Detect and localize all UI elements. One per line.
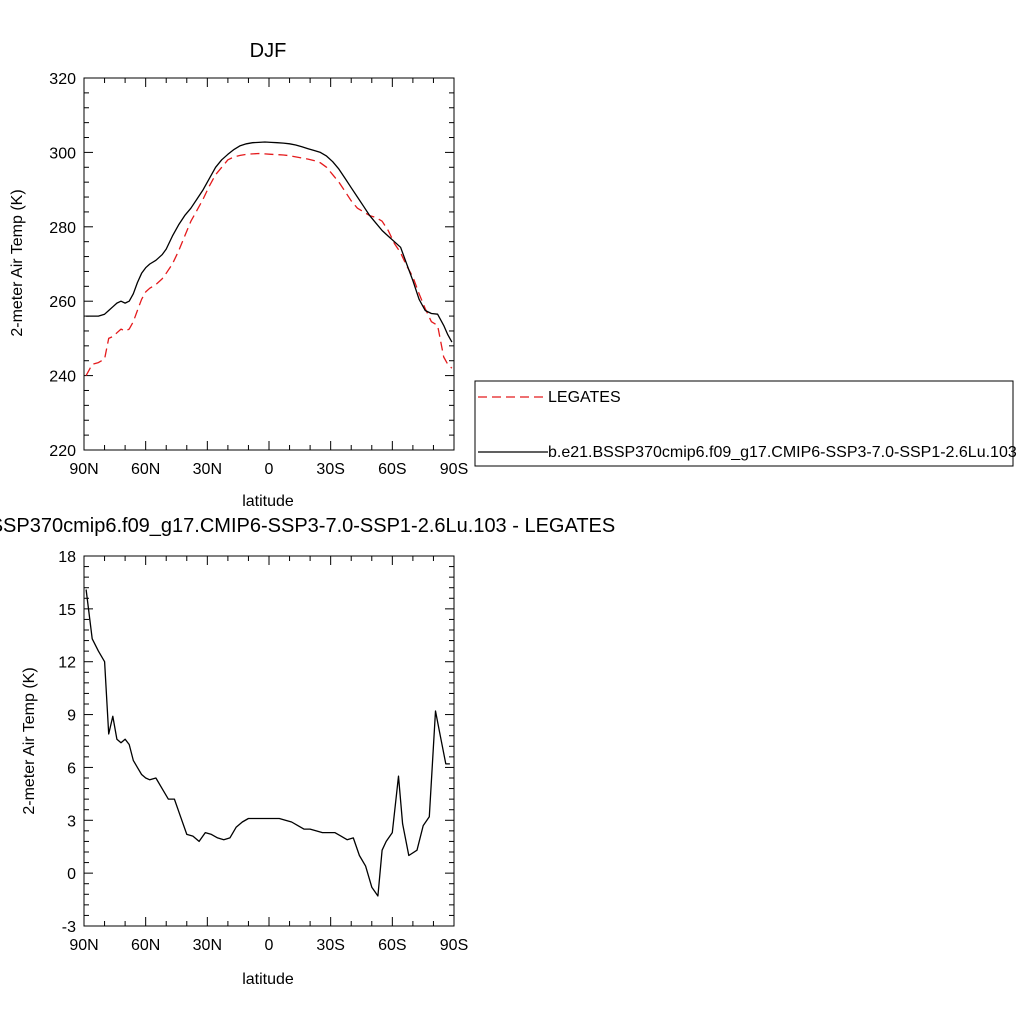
plot-frame <box>83 77 455 451</box>
axis-ticks <box>83 77 455 451</box>
y-tick-label: 3 <box>67 813 76 830</box>
y-tick-label: 280 <box>49 220 76 237</box>
series-line-difference <box>85 589 450 897</box>
y-tick-label: 6 <box>67 760 76 777</box>
legend-label-legates: LEGATES <box>548 389 621 406</box>
y-tick-label: -3 <box>62 919 76 936</box>
y-tick-label: 240 <box>49 369 76 386</box>
tick-labels: 90N 60N 30N 0 30S 60S 90S -3 0 3 6 9 12 15 18 <box>58 549 468 954</box>
y-axis-label: 2-meter Air Temp (K) <box>21 667 38 814</box>
x-tick-label: 90N <box>69 461 98 478</box>
y-axis-label: 2-meter Air Temp (K) <box>9 189 26 336</box>
x-tick-label: 30N <box>193 937 222 954</box>
x-axis-label: latitude <box>242 493 294 510</box>
plot-frame <box>83 555 455 927</box>
x-tick-label: 60N <box>131 937 160 954</box>
x-tick-label: 90S <box>440 461 468 478</box>
y-tick-label: 18 <box>58 549 76 566</box>
y-tick-label: 220 <box>49 443 76 460</box>
x-tick-label: 90N <box>69 937 98 954</box>
y-tick-label: 320 <box>49 71 76 88</box>
legend-label-model: b.e21.BSSP370cmip6.f09_g17.CMIP6-SSP3-7.… <box>548 444 1017 461</box>
bottom-chart: b.e21.BSSP370cmip6.f09_g17.CMIP6-SSP3-7.… <box>0 515 615 988</box>
legend: LEGATES b.e21.BSSP370cmip6.f09_g17.CMIP6… <box>474 380 1017 467</box>
y-tick-label: 12 <box>58 655 76 672</box>
x-tick-label: 60S <box>378 461 406 478</box>
series-lines <box>85 141 453 376</box>
x-tick-label: 30N <box>193 461 222 478</box>
x-tick-label: 30S <box>316 461 344 478</box>
legend-box <box>474 380 1014 467</box>
y-tick-label: 15 <box>58 602 76 619</box>
series-lines <box>85 589 450 897</box>
x-tick-label: 60S <box>378 937 406 954</box>
tick-labels: 90N 60N 30N 0 30S 60S 90S 220 240 260 280 300 320 <box>49 71 468 478</box>
x-tick-label: 0 <box>265 461 274 478</box>
x-axis-label: latitude <box>242 971 294 988</box>
x-tick-label: 30S <box>316 937 344 954</box>
chart-title: b.e21.BSSP370cmip6.f09_g17.CMIP6-SSP3-7.… <box>0 515 615 537</box>
x-tick-label: 90S <box>440 937 468 954</box>
x-tick-label: 0 <box>265 937 274 954</box>
axis-ticks <box>83 555 455 927</box>
series-line-legates <box>85 152 453 376</box>
y-tick-label: 9 <box>67 708 76 725</box>
x-tick-label: 60N <box>131 461 160 478</box>
y-tick-label: 260 <box>49 294 76 311</box>
chart-title: DJF <box>250 40 287 62</box>
top-chart: DJF 2-meter Air Temp (K) latitude 90N 60N… <box>9 40 468 510</box>
y-tick-label: 0 <box>67 866 76 883</box>
series-line-model <box>86 141 453 343</box>
y-tick-label: 300 <box>49 145 76 162</box>
